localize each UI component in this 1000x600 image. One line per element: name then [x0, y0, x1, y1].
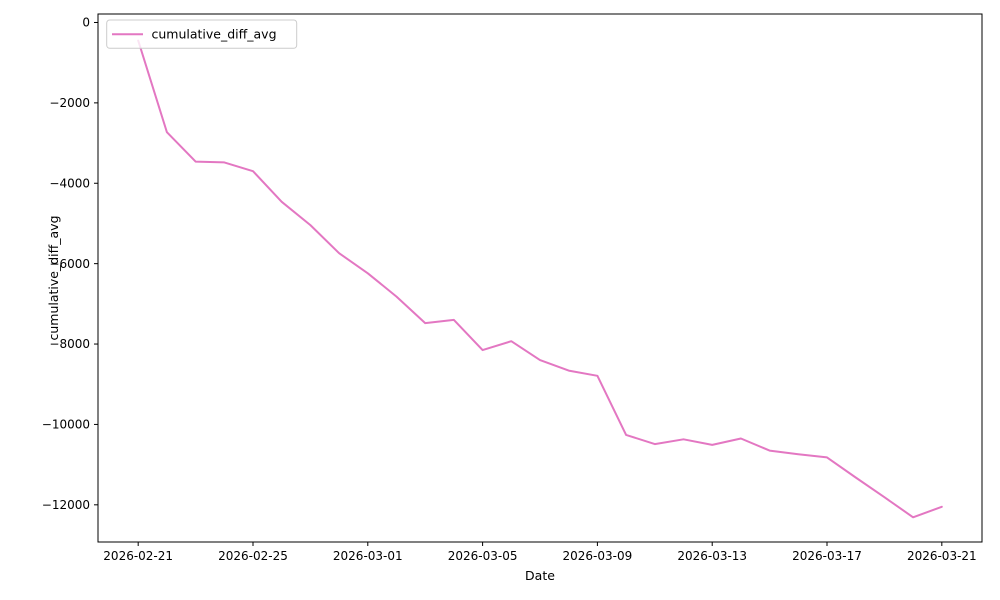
y-tick-label: −12000: [42, 498, 90, 512]
y-tick-label: 0: [82, 16, 90, 30]
x-tick-label: 2026-03-21: [907, 549, 977, 563]
x-axis-label: Date: [525, 568, 555, 583]
axes-spines: [97, 13, 983, 543]
x-tick-label: 2026-02-25: [218, 549, 288, 563]
y-tick-label: −10000: [42, 418, 90, 432]
x-tick-label: 2026-02-21: [103, 549, 173, 563]
y-tick-label: −2000: [49, 96, 90, 110]
y-tick-label: −8000: [49, 337, 90, 351]
y-tick-label: −4000: [49, 176, 90, 190]
legend-box: [106, 19, 298, 49]
plot-background: [98, 14, 982, 542]
x-tick-label: 2026-03-13: [677, 549, 747, 563]
x-axis-ticks: 2026-02-21 2026-02-25 2026-03-01 2026-03-05…: [103, 542, 977, 563]
y-axis-label: cumulative_diff_avg: [46, 216, 61, 341]
x-tick-label: 2026-03-01: [333, 549, 403, 563]
y-axis-ticks: 0 −2000 −4000 −6000 −8000 −10000 −12000: [42, 16, 98, 512]
x-tick-label: 2026-03-17: [792, 549, 862, 563]
y-tick-label: −6000: [49, 257, 90, 271]
legend-label: cumulative_diff_avg: [152, 27, 277, 42]
data-line-cumulative-diff-avg: [137, 39, 943, 519]
legend: cumulative_diff_avg: [106, 19, 298, 49]
x-tick-label: 2026-03-05: [448, 549, 518, 563]
x-tick-label: 2026-03-09: [563, 549, 633, 563]
